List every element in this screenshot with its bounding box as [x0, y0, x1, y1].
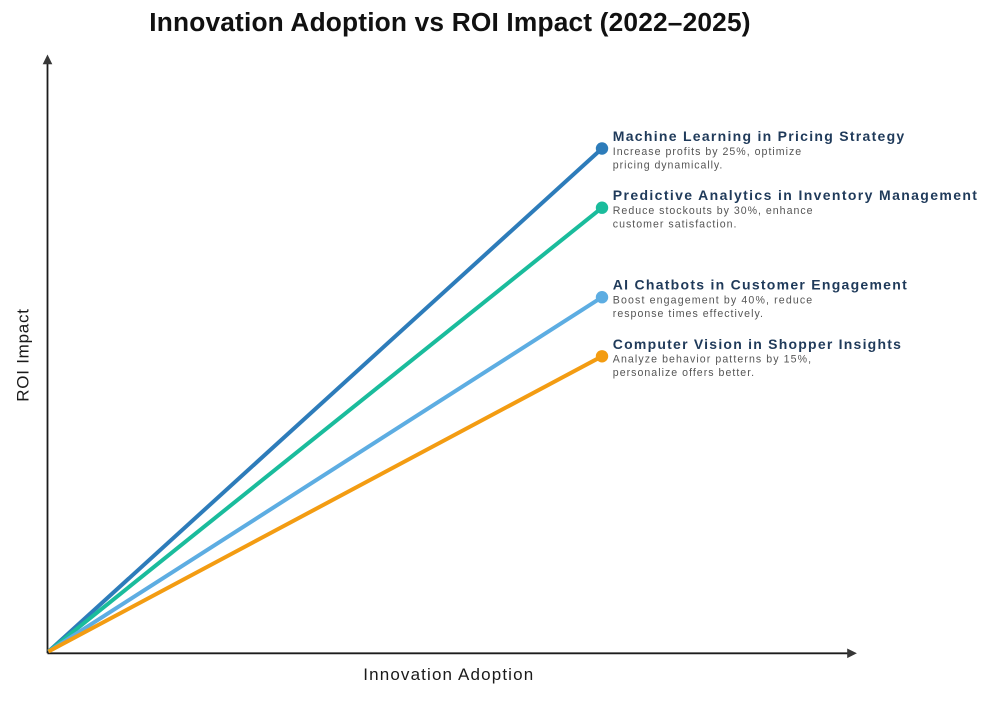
svg-text:AI Chatbots in Customer Engage: AI Chatbots in Customer Engagement	[613, 277, 908, 293]
svg-text:Computer Vision in Shopper Ins: Computer Vision in Shopper Insights	[613, 336, 902, 352]
svg-text:Innovation Adoption: Innovation Adoption	[363, 665, 534, 684]
svg-text:Analyze behavior patterns by 1: Analyze behavior patterns by 15%,	[613, 354, 812, 366]
svg-text:Machine Learning in Pricing St: Machine Learning in Pricing Strategy	[613, 128, 906, 144]
svg-text:response times effectively.: response times effectively.	[613, 308, 764, 320]
svg-text:Predictive Analytics in Invent: Predictive Analytics in Inventory Manage…	[613, 187, 979, 203]
svg-text:Reduce stockouts by 30%, enhan: Reduce stockouts by 30%, enhance	[613, 205, 814, 217]
svg-text:Increase profits by 25%, optim: Increase profits by 25%, optimize	[613, 146, 802, 158]
svg-text:Boost engagement by 40%, reduc: Boost engagement by 40%, reduce	[613, 295, 814, 307]
svg-text:customer satisfaction.: customer satisfaction.	[613, 219, 738, 231]
svg-text:personalize offers better.: personalize offers better.	[613, 367, 755, 379]
svg-text:ROI Impact: ROI Impact	[14, 308, 33, 401]
svg-text:Innovation Adoption vs ROI Imp: Innovation Adoption vs ROI Impact (2022–…	[149, 7, 750, 37]
svg-text:pricing dynamically.: pricing dynamically.	[613, 159, 723, 171]
